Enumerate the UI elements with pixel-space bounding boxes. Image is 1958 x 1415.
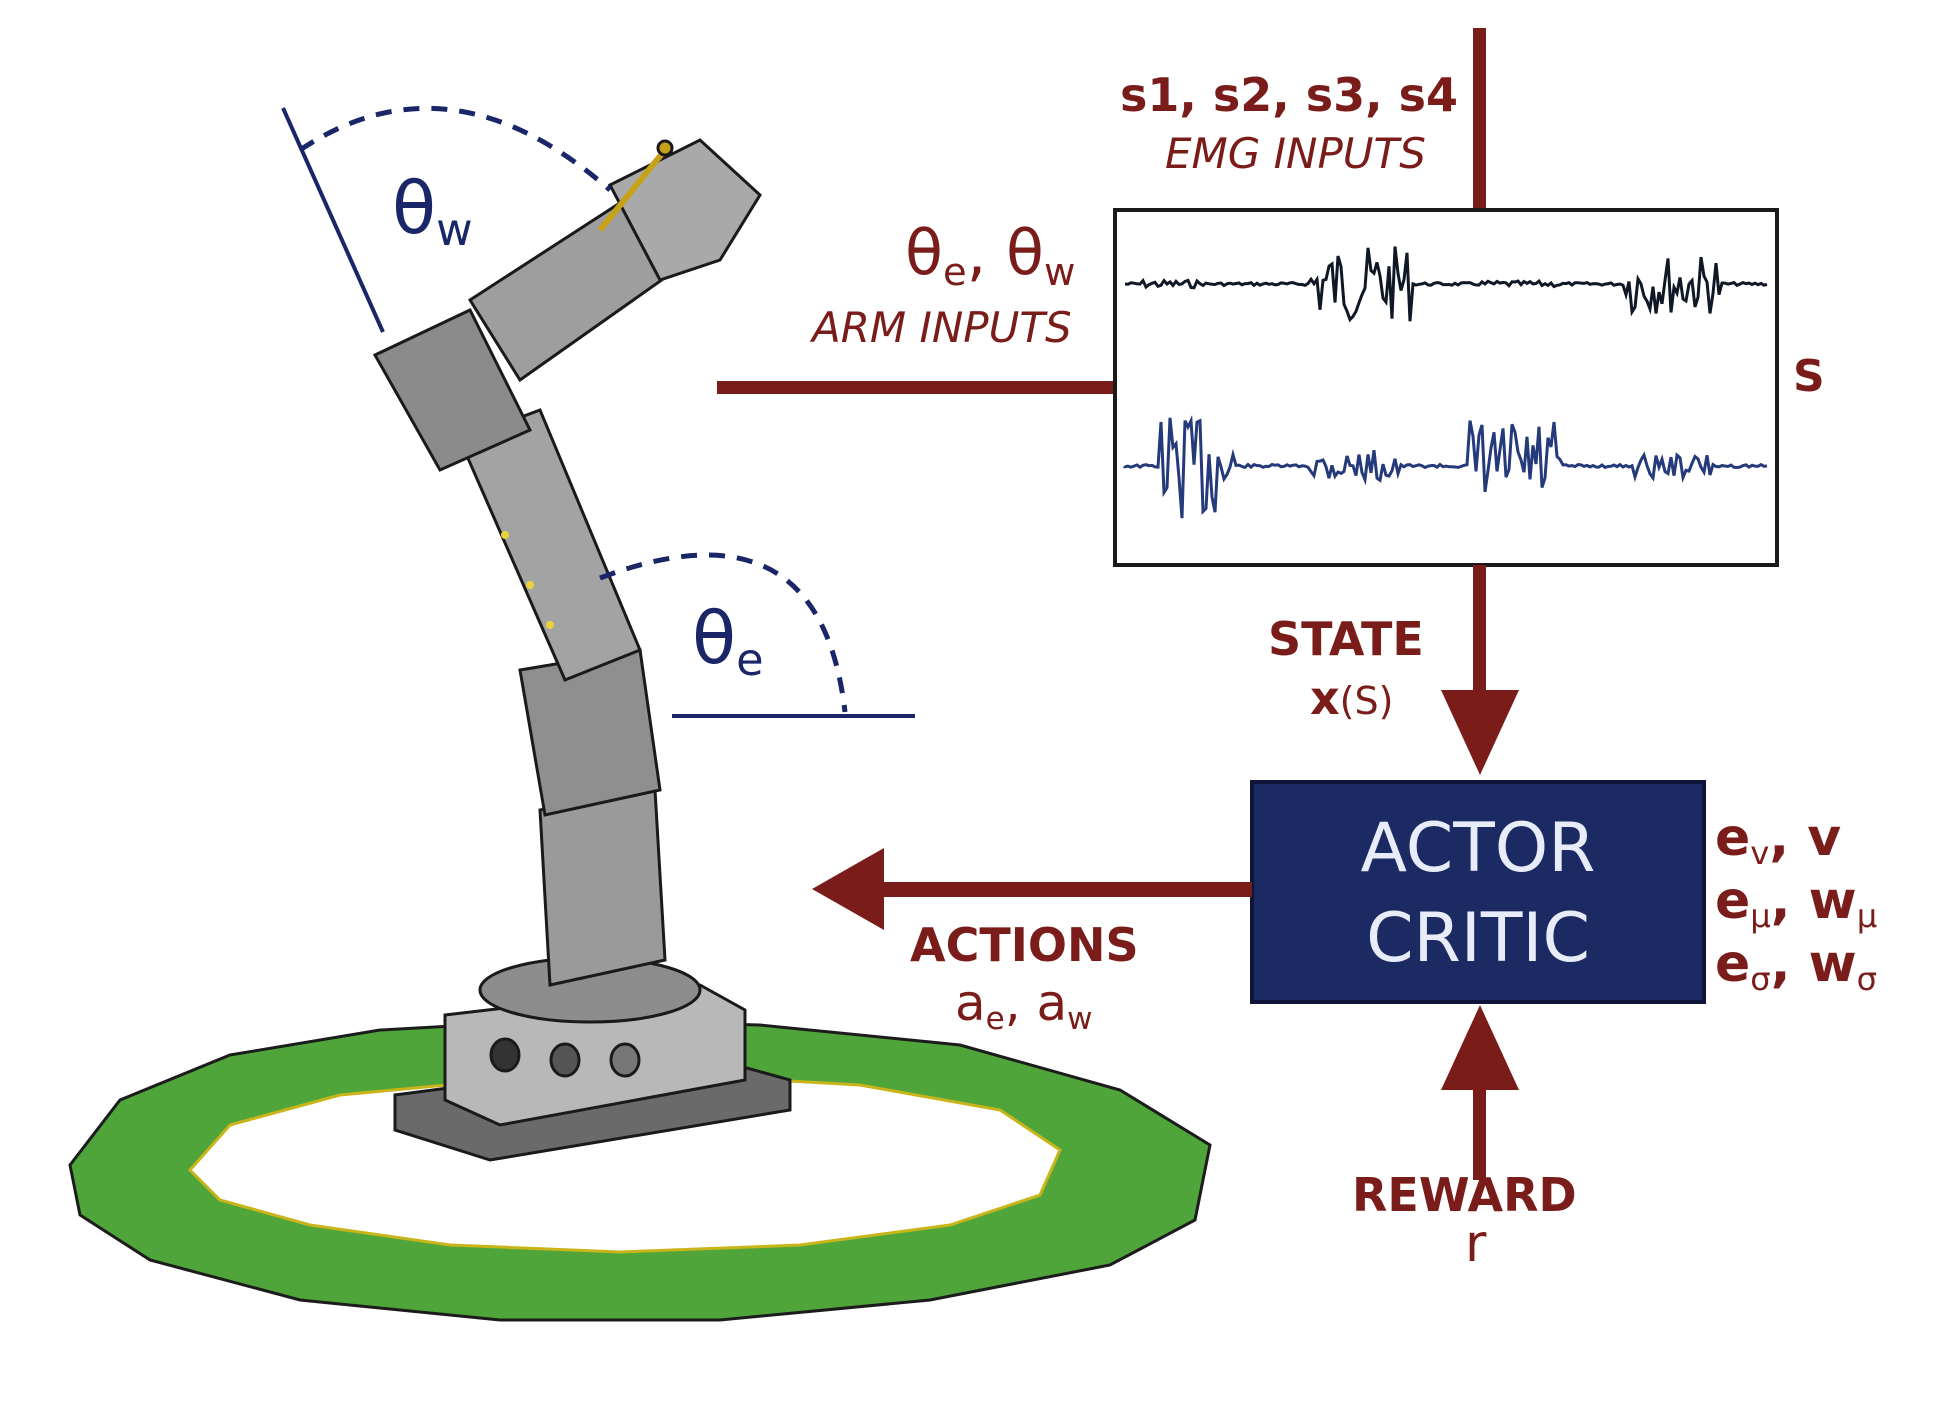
- trace-e-sigma: eσ: [1715, 934, 1771, 999]
- robot-led-3: [546, 621, 554, 629]
- wrist-angle-arc: [298, 105, 612, 192]
- wrist-angle-label: θw: [392, 166, 473, 257]
- actions-arrow-head: [812, 848, 884, 930]
- trace-value-label: ev, v: [1715, 808, 1842, 873]
- elbow-angle-marker: [599, 552, 915, 718]
- arm-angles-label: θe, θw: [905, 216, 1076, 295]
- robot-led-1: [501, 531, 509, 539]
- arm-theta-e: θe: [905, 216, 967, 295]
- state-formula-x: x: [1310, 671, 1340, 725]
- actions-formula: ae, aw: [955, 974, 1093, 1037]
- actions-label: ACTIONS: [910, 918, 1139, 972]
- state-arrow-shaft: [1473, 565, 1486, 695]
- robot-base-port-1: [489, 1037, 521, 1073]
- robot-base-port-2: [549, 1042, 581, 1078]
- wrist-reference-line: [281, 107, 385, 333]
- action-a-e: ae: [955, 974, 1005, 1037]
- state-arrow-head: [1441, 690, 1519, 775]
- signal-set-label: S: [1793, 351, 1825, 402]
- actor-critic-box: [1250, 780, 1706, 1004]
- emg-trace-bottom: [1123, 415, 1768, 519]
- state-formula: x(S): [1310, 675, 1393, 721]
- robot-shoulder-column: [538, 788, 667, 987]
- emg-trace-top: [1124, 246, 1768, 323]
- robot-lower-joint: [518, 648, 662, 817]
- trace-e-mu: eμ: [1715, 871, 1771, 936]
- arm-input-line: [717, 381, 1114, 394]
- robot-elbow-block: [372, 308, 533, 472]
- elbow-angle-label: θe: [692, 596, 764, 687]
- reward-symbol: r: [1465, 1214, 1487, 1274]
- reward-label: REWARD: [1352, 1168, 1577, 1222]
- state-formula-arg: (S): [1339, 679, 1394, 723]
- emg-input-line: [1473, 28, 1486, 210]
- action-a-w: aw: [1036, 974, 1093, 1037]
- arm-theta-w: θw: [1006, 216, 1076, 295]
- weight-w-sigma: wσ: [1808, 934, 1878, 999]
- actor-label: ACTOR: [1360, 809, 1596, 888]
- robot-gripper-tip: [656, 139, 674, 157]
- critic-label: CRITIC: [1366, 899, 1590, 978]
- trace-mu-label: eμ, wμ: [1715, 871, 1878, 936]
- value-v: v: [1807, 808, 1842, 868]
- robot-base-port-3: [609, 1042, 641, 1078]
- emg-inputs-label: EMG INPUTS: [1165, 129, 1426, 178]
- emg-signals-label: s1, s2, s3, s4: [1120, 68, 1459, 122]
- reward-arrow-shaft: [1473, 1085, 1486, 1180]
- weight-w-mu: wμ: [1808, 871, 1878, 936]
- actions-arrow-shaft: [880, 882, 1252, 897]
- state-label: STATE: [1268, 612, 1424, 666]
- wrist-angle-marker: [281, 105, 612, 333]
- robot-led-2: [526, 581, 534, 589]
- trace-e-v: ev: [1715, 808, 1770, 873]
- elbow-angle-arc: [599, 552, 848, 713]
- arm-inputs-label: ARM INPUTS: [812, 303, 1072, 352]
- robot-arm: [372, 138, 792, 1162]
- reward-arrow-head: [1441, 1005, 1519, 1090]
- robot-gripper-finger: [597, 148, 668, 232]
- trace-sigma-label: eσ, wσ: [1715, 934, 1878, 999]
